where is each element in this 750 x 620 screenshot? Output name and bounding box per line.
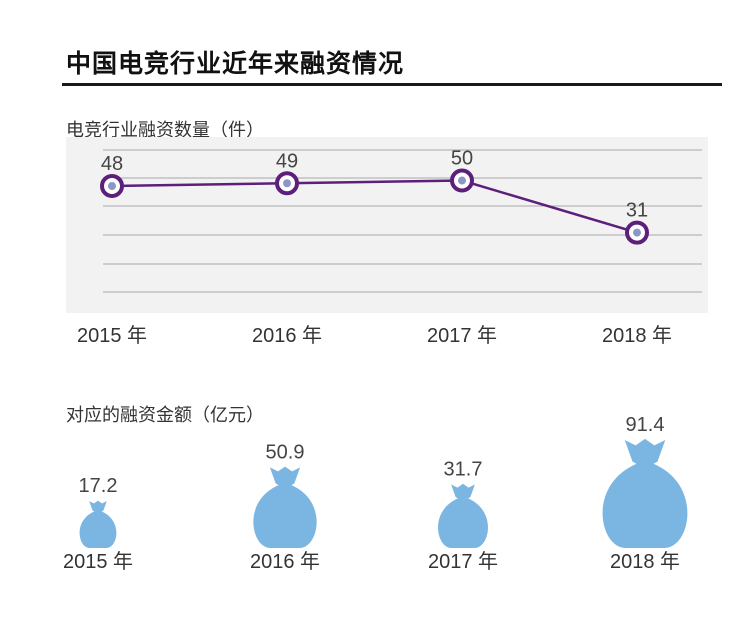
data-label: 31 [626, 200, 648, 222]
x-tick-label: 2016 年 [250, 550, 320, 573]
x-tick-label: 2018 年 [602, 324, 672, 347]
data-label: 17.2 [79, 475, 118, 497]
x-tick-label: 2016 年 [252, 324, 322, 347]
money-bag-icon [253, 466, 317, 548]
data-point-center [108, 182, 116, 190]
data-label: 49 [276, 150, 298, 172]
money-bag-icon [602, 438, 688, 548]
data-point-center [283, 179, 291, 188]
line-chart-title: 电竞行业融资数量（件） [66, 120, 264, 141]
x-tick-label: 2018 年 [610, 550, 680, 573]
data-label: 50.9 [266, 441, 305, 463]
x-tick-label: 2015 年 [63, 550, 133, 573]
data-label: 91.4 [626, 414, 665, 436]
title-divider [62, 83, 722, 86]
data-label: 48 [101, 153, 123, 175]
plot-area [66, 137, 708, 313]
x-tick-label: 2017 年 [427, 324, 497, 347]
data-point-center [633, 228, 641, 237]
line-chart: 48 2015 年 49 2016 年 50 2017 年 31 2018 年 [66, 137, 708, 347]
x-tick-label: 2017 年 [428, 550, 498, 573]
money-bag-icon [438, 483, 488, 548]
series-line [111, 179, 638, 234]
page-title: 中国电竞行业近年来融资情况 [66, 49, 405, 78]
data-label: 50 [451, 148, 473, 170]
data-label: 31.7 [444, 458, 483, 480]
data-point-center [458, 176, 466, 185]
bag-chart-title: 对应的融资金额（亿元） [66, 405, 264, 426]
x-tick-label: 2015 年 [77, 324, 147, 347]
money-bag-icon [79, 500, 117, 548]
